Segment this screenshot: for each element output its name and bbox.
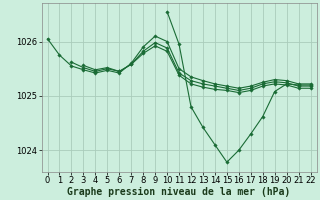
X-axis label: Graphe pression niveau de la mer (hPa): Graphe pression niveau de la mer (hPa) bbox=[68, 186, 291, 197]
